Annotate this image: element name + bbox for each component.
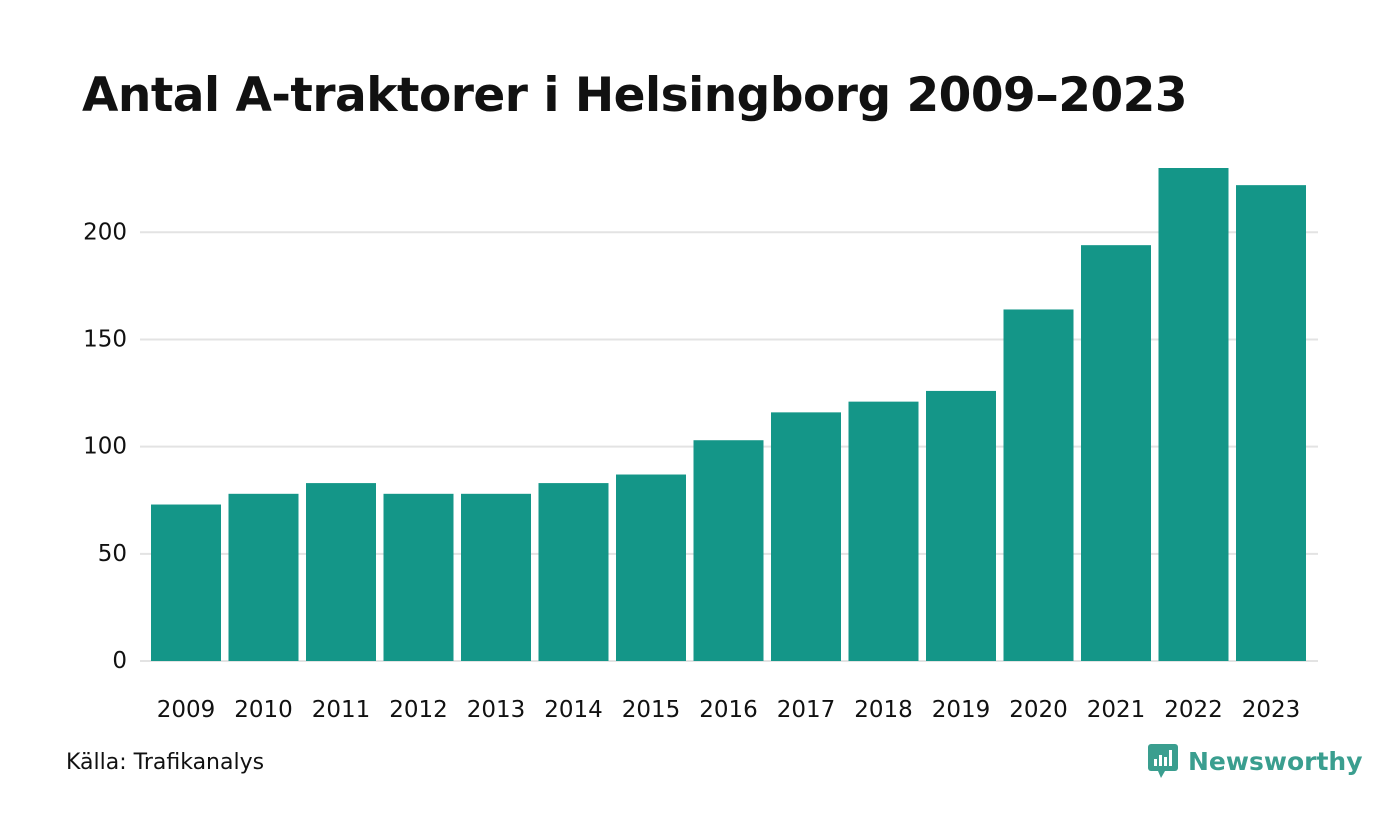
x-tick-label-2023: 2023 — [1242, 697, 1301, 723]
y-tick-label-150: 150 — [83, 326, 127, 352]
y-tick-label-100: 100 — [83, 434, 127, 460]
x-tick-label-2012: 2012 — [389, 697, 448, 723]
source-note: Källa: Trafikanalys — [66, 750, 265, 775]
bar-2014 — [538, 483, 609, 661]
bar-2016 — [693, 440, 764, 661]
x-tick-label-2020: 2020 — [1009, 697, 1068, 723]
bar-2009 — [151, 504, 221, 661]
x-tick-label-2013: 2013 — [467, 697, 526, 723]
bar-2010 — [228, 493, 299, 661]
x-tick-label-2014: 2014 — [544, 697, 603, 723]
x-tick-label-2021: 2021 — [1087, 697, 1146, 723]
x-tick-label-2009: 2009 — [157, 697, 216, 723]
chart-title: Antal A-traktorer i Helsingborg 2009–202… — [82, 68, 1188, 123]
bar-2012 — [383, 493, 454, 661]
bar-2019 — [926, 390, 996, 661]
bar-2018 — [848, 401, 919, 661]
newsworthy-logo-icon — [1148, 744, 1178, 778]
y-axis-ticks: 0 50 100 150 200 — [83, 219, 127, 674]
bar-2022 — [1158, 168, 1229, 661]
bar-2020 — [1003, 309, 1074, 661]
x-tick-label-2011: 2011 — [312, 697, 371, 723]
bar-2011 — [306, 483, 376, 661]
bar-2013 — [461, 493, 531, 661]
bars — [151, 168, 1306, 661]
x-tick-label-2010: 2010 — [234, 697, 293, 723]
y-tick-label-200: 200 — [83, 219, 127, 245]
x-axis-ticks: 2009 2010 2011 2012 2013 2014 2015 2016 2017 2018… — [157, 697, 1301, 723]
newsworthy-logo: Newsworthy — [1148, 744, 1363, 778]
y-tick-label-0: 0 — [112, 648, 127, 674]
x-tick-label-2018: 2018 — [854, 697, 913, 723]
x-tick-label-2017: 2017 — [777, 697, 836, 723]
y-tick-label-50: 50 — [98, 541, 127, 567]
x-tick-label-2016: 2016 — [699, 697, 758, 723]
bar-2021 — [1081, 245, 1151, 661]
x-tick-label-2019: 2019 — [932, 697, 991, 723]
brand-name: Newsworthy — [1188, 746, 1363, 776]
bar-2015 — [616, 474, 686, 661]
x-tick-label-2015: 2015 — [622, 697, 681, 723]
bar-2017 — [771, 412, 841, 661]
x-tick-label-2022: 2022 — [1164, 697, 1223, 723]
bar-2023 — [1236, 185, 1306, 661]
